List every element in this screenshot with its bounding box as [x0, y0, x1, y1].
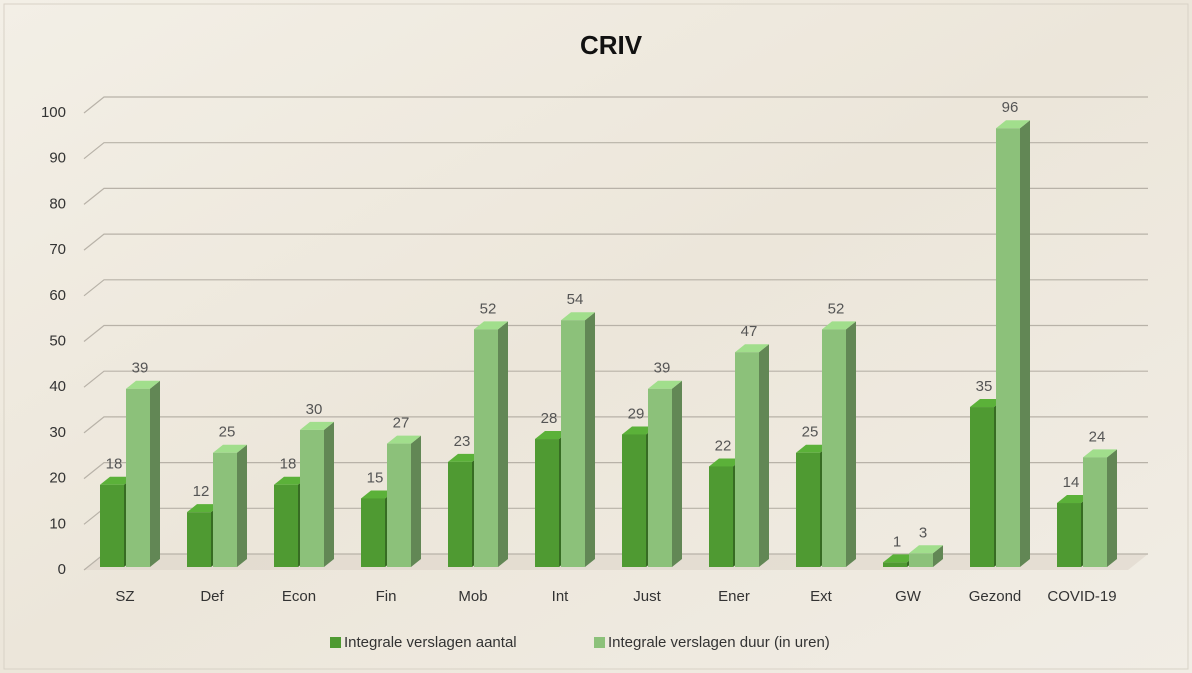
legend-label: Integrale verslagen duur (in uren)	[608, 634, 830, 651]
bar-side	[150, 381, 160, 567]
y-tick-label: 90	[49, 150, 66, 167]
bar	[213, 453, 237, 567]
value-label: 15	[367, 469, 384, 486]
x-tick-label: Mob	[458, 588, 487, 605]
x-tick-label: Econ	[282, 588, 316, 605]
bar-side	[585, 312, 595, 567]
legend-swatch	[594, 637, 605, 648]
bar	[474, 329, 498, 567]
y-tick-label: 60	[49, 287, 66, 304]
bar	[996, 128, 1020, 567]
value-label: 47	[741, 323, 758, 340]
value-label: 23	[454, 433, 471, 450]
value-label: 52	[480, 300, 497, 317]
value-label: 1	[893, 533, 901, 550]
value-label: 25	[219, 424, 236, 441]
bar	[448, 462, 472, 567]
bar-side	[411, 436, 421, 567]
x-tick-label: Int	[552, 588, 570, 605]
bar	[300, 430, 324, 567]
y-tick-label: 70	[49, 241, 66, 258]
value-label: 28	[541, 410, 558, 427]
y-tick-label: 10	[49, 515, 66, 532]
legend-swatch	[330, 637, 341, 648]
bar	[561, 320, 585, 567]
bar	[822, 329, 846, 567]
bar	[1057, 503, 1081, 567]
bar	[970, 407, 994, 567]
y-tick-label: 80	[49, 195, 66, 212]
chart: CRIV 0102030405060708090100SZ1839Def1225…	[0, 0, 1192, 673]
bar-side	[1020, 120, 1030, 567]
bar	[648, 389, 672, 567]
bar	[274, 485, 298, 567]
bar	[883, 562, 907, 567]
x-tick-label: Ener	[718, 588, 750, 605]
bar-side	[759, 344, 769, 567]
y-tick-label: 20	[49, 470, 66, 487]
value-label: 18	[280, 456, 297, 473]
value-label: 24	[1089, 428, 1106, 445]
y-tick-label: 30	[49, 424, 66, 441]
bar	[361, 498, 385, 567]
y-tick-label: 100	[41, 104, 66, 121]
x-tick-label: Def	[200, 588, 224, 605]
value-label: 29	[628, 405, 645, 422]
bar	[735, 352, 759, 567]
value-label: 14	[1063, 474, 1080, 491]
x-tick-label: GW	[895, 588, 922, 605]
bar-side	[324, 422, 334, 567]
bar	[1083, 457, 1107, 567]
chart-title: CRIV	[580, 30, 643, 60]
value-label: 12	[193, 483, 210, 500]
value-label: 30	[306, 401, 323, 418]
bar	[187, 512, 211, 567]
value-label: 35	[976, 378, 993, 395]
y-tick-label: 40	[49, 378, 66, 395]
bar-side	[672, 381, 682, 567]
value-label: 3	[919, 524, 927, 541]
bar	[622, 434, 646, 567]
bar	[535, 439, 559, 567]
value-label: 52	[828, 300, 845, 317]
bar	[909, 553, 933, 567]
value-label: 96	[1002, 99, 1019, 116]
bar	[126, 389, 150, 567]
bar-side	[237, 445, 247, 567]
bar	[709, 466, 733, 567]
value-label: 18	[106, 456, 123, 473]
value-label: 54	[567, 291, 584, 308]
bar-side	[846, 321, 856, 567]
value-label: 27	[393, 415, 410, 432]
bar-side	[1107, 449, 1117, 567]
value-label: 39	[654, 360, 671, 377]
value-label: 22	[715, 437, 732, 454]
bar	[796, 453, 820, 567]
bar-side	[498, 321, 508, 567]
x-tick-label: Ext	[810, 588, 833, 605]
x-tick-label: COVID-19	[1047, 588, 1116, 605]
x-tick-label: Fin	[376, 588, 397, 605]
legend-label: Integrale verslagen aantal	[344, 634, 517, 651]
y-tick-label: 0	[58, 561, 66, 578]
value-label: 39	[132, 360, 149, 377]
value-label: 25	[802, 424, 819, 441]
bar	[100, 485, 124, 567]
x-tick-label: Gezond	[969, 588, 1022, 605]
x-tick-label: SZ	[115, 588, 134, 605]
y-tick-label: 50	[49, 332, 66, 349]
x-tick-label: Just	[633, 588, 661, 605]
bar	[387, 444, 411, 567]
